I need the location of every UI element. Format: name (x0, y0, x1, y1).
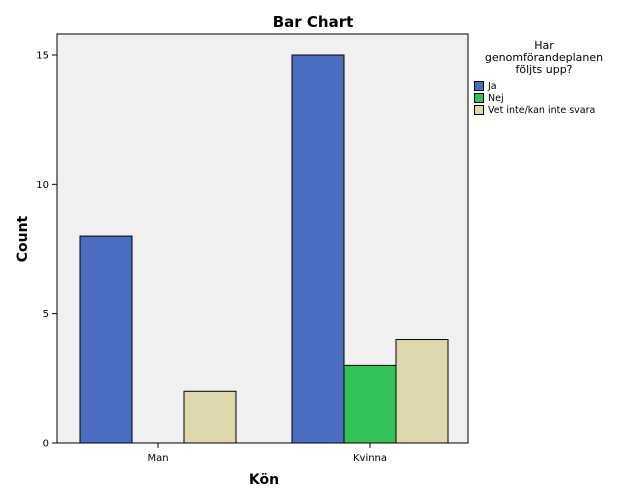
y-tick-label: 0 (43, 439, 49, 450)
x-tick-label: Kvinna (353, 453, 387, 464)
bars-group (79, 54, 449, 444)
x-axis: Man Kvinna (147, 443, 387, 464)
bar-vet-inte-kvinna (395, 339, 449, 444)
x-tick-label: Man (147, 453, 168, 464)
y-axis: 0 5 10 15 (36, 51, 57, 450)
y-axis-title: Count (15, 215, 31, 262)
legend-item-vet-inte: Vet inte/kan inte svara (474, 104, 614, 116)
bar-vet-inte-man (183, 390, 237, 444)
legend-item-ja: Ja (474, 80, 614, 92)
legend-title-line: genomförandeplanen (484, 51, 604, 64)
bar-nej-kvinna (343, 364, 397, 444)
y-tick-label: 15 (36, 51, 49, 62)
bar-ja-kvinna (291, 54, 345, 444)
legend-title-line: Har (534, 39, 554, 52)
legend-swatch-vet-inte (474, 105, 484, 115)
x-axis-title: Kön (249, 472, 279, 488)
legend-title: Har genomförandeplanen följts upp? (474, 40, 614, 76)
y-tick-label: 10 (36, 180, 49, 191)
legend-swatch-nej (474, 93, 484, 103)
legend-swatch-ja (474, 81, 484, 91)
chart-title: Bar Chart (273, 13, 354, 31)
legend-item-nej: Nej (474, 92, 614, 104)
legend-label-nej: Nej (488, 92, 504, 104)
bar-ja-man (79, 235, 133, 444)
legend-title-line: följts upp? (515, 63, 573, 76)
legend-label-vet-inte: Vet inte/kan inte svara (488, 104, 596, 116)
y-tick-label: 5 (43, 309, 49, 320)
legend-label-ja: Ja (488, 80, 497, 92)
legend: Har genomförandeplanen följts upp? Ja Ne… (474, 40, 614, 116)
